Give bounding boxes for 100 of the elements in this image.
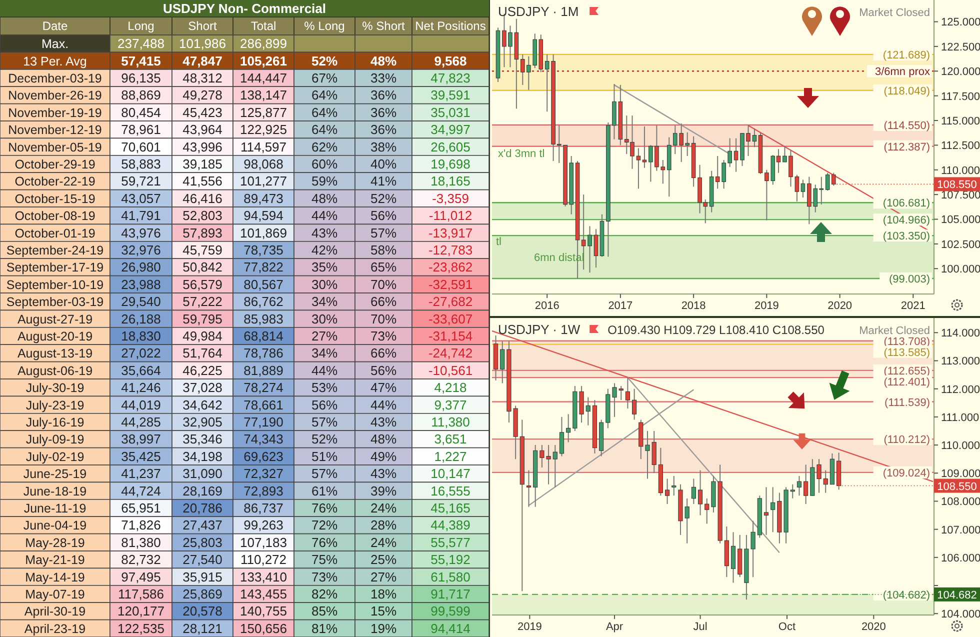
x-tick-label: Long [128, 19, 154, 33]
data-label: 27,540 [182, 552, 222, 568]
data-label: 48% [370, 432, 397, 447]
data-label: 46,225 [182, 362, 222, 378]
data-label: 75% [311, 552, 338, 568]
candlestick [823, 470, 828, 494]
y-tick-label: 117.500 [941, 90, 980, 103]
data-label: 86,762 [244, 294, 284, 310]
y-tick-label: August-13-19 [17, 346, 93, 361]
data-label: 286,899 [240, 36, 287, 52]
data-label: 39,591 [430, 88, 470, 103]
y-tick-label: July-23-19 [26, 398, 84, 412]
data-label: 33% [370, 70, 397, 86]
data-label: 35,664 [121, 362, 161, 378]
data-label: 56% [370, 362, 397, 378]
data-label: 122,925 [240, 122, 287, 138]
data-label: 59,795 [182, 311, 222, 326]
data-label: 71,826 [121, 518, 161, 533]
data-label: 29,540 [121, 294, 161, 310]
candlestick [586, 396, 590, 426]
x-tick-label: 2020 [861, 621, 886, 633]
data-label: 82,732 [121, 552, 161, 568]
data-label: 49% [370, 448, 397, 464]
y-tick-label: June-11-19 [24, 502, 86, 516]
candlestick [559, 416, 564, 457]
data-label: 18,165 [430, 174, 470, 189]
data-label: 43,964 [182, 122, 222, 138]
data-label: 72% [311, 518, 338, 533]
data-label: 3,651 [434, 432, 467, 447]
data-label: 76% [311, 534, 338, 550]
data-label: 35,915 [182, 569, 222, 584]
data-label: 101,277 [240, 174, 287, 189]
data-label: 143,455 [240, 586, 287, 602]
data-label: 76% [311, 500, 338, 516]
data-label: 39% [370, 483, 397, 498]
data-label: 28% [370, 518, 397, 533]
data-label: 56% [370, 208, 397, 224]
annotation: Market Closed [859, 7, 930, 19]
candlestick [664, 478, 670, 505]
ref-line-label: (114.550) [884, 120, 930, 132]
data-label: 39,185 [182, 156, 222, 172]
data-label: 49,278 [182, 88, 222, 103]
y-tick-label: 113.000 [941, 356, 980, 368]
data-label: 99,263 [244, 518, 284, 533]
data-label: 86,737 [244, 500, 284, 516]
data-label: 150,656 [240, 620, 287, 636]
data-label: 69,623 [244, 448, 284, 464]
ref-line-label: (113.585) [884, 346, 930, 359]
x-tick-label: 2016 [534, 300, 560, 312]
data-label: 72,893 [244, 483, 284, 498]
y-tick-label: June-04-19 [23, 518, 87, 533]
data-label: 52,803 [182, 208, 222, 224]
data-label: 34,642 [182, 397, 222, 412]
data-label: 26,980 [121, 260, 161, 275]
data-label: 62% [311, 139, 338, 154]
data-label: 58% [370, 242, 397, 258]
data-label: 64% [311, 88, 338, 103]
data-label: 74,343 [244, 432, 284, 447]
data-label: 65% [370, 260, 397, 275]
chart-title: USDJPY · 1M [498, 4, 579, 19]
y-tick-label: 111.000 [941, 412, 980, 424]
data-label: 101,986 [179, 36, 226, 52]
data-label: -31,154 [428, 328, 473, 344]
data-label: 32,905 [182, 414, 222, 430]
data-label: 80,567 [244, 276, 284, 292]
y-tick-label: 122.500 [941, 41, 980, 54]
data-label: 43% [311, 225, 338, 240]
data-label: 25,869 [182, 586, 222, 602]
x-tick-label: Apr [606, 621, 624, 633]
y-tick-label: 107.000 [941, 524, 980, 536]
data-label: 101,869 [240, 225, 287, 240]
data-label: 48% [311, 190, 338, 206]
data-label: 27,022 [121, 346, 161, 361]
y-tick-label: August-20-19 [17, 330, 93, 344]
candlestick [752, 128, 757, 148]
y-tick-label: May-28-19 [25, 536, 85, 550]
data-label: 10,147 [430, 466, 470, 482]
y-tick-label: November-12-19 [8, 123, 102, 138]
data-label: 30% [311, 311, 338, 326]
y-tick-label: 120.000 [941, 66, 980, 78]
data-label: -32,591 [428, 276, 473, 292]
y-tick-label: 114.000 [941, 328, 980, 340]
x-tick-label: Oct [778, 621, 796, 633]
data-label: 120,177 [118, 604, 164, 619]
data-label: 34% [311, 294, 338, 310]
data-label: 31,090 [182, 466, 222, 482]
ref-line-label: (106.681) [882, 198, 930, 210]
candlestick [552, 444, 558, 488]
data-label: 46,416 [182, 190, 222, 206]
data-label: 15% [370, 604, 397, 619]
y-tick-label: October-01-19 [14, 226, 96, 240]
annotation: 108.550 [937, 480, 977, 493]
data-label: 105,261 [240, 53, 287, 68]
y-tick-label: October-08-19 [14, 209, 96, 224]
x-tick-label: Jul [693, 621, 708, 633]
data-label: 114,597 [240, 139, 287, 154]
data-label: 23,988 [121, 276, 161, 292]
data-label: 70,601 [121, 139, 161, 154]
data-label: 45,423 [182, 104, 222, 120]
y-tick-label: 106.000 [941, 552, 980, 564]
